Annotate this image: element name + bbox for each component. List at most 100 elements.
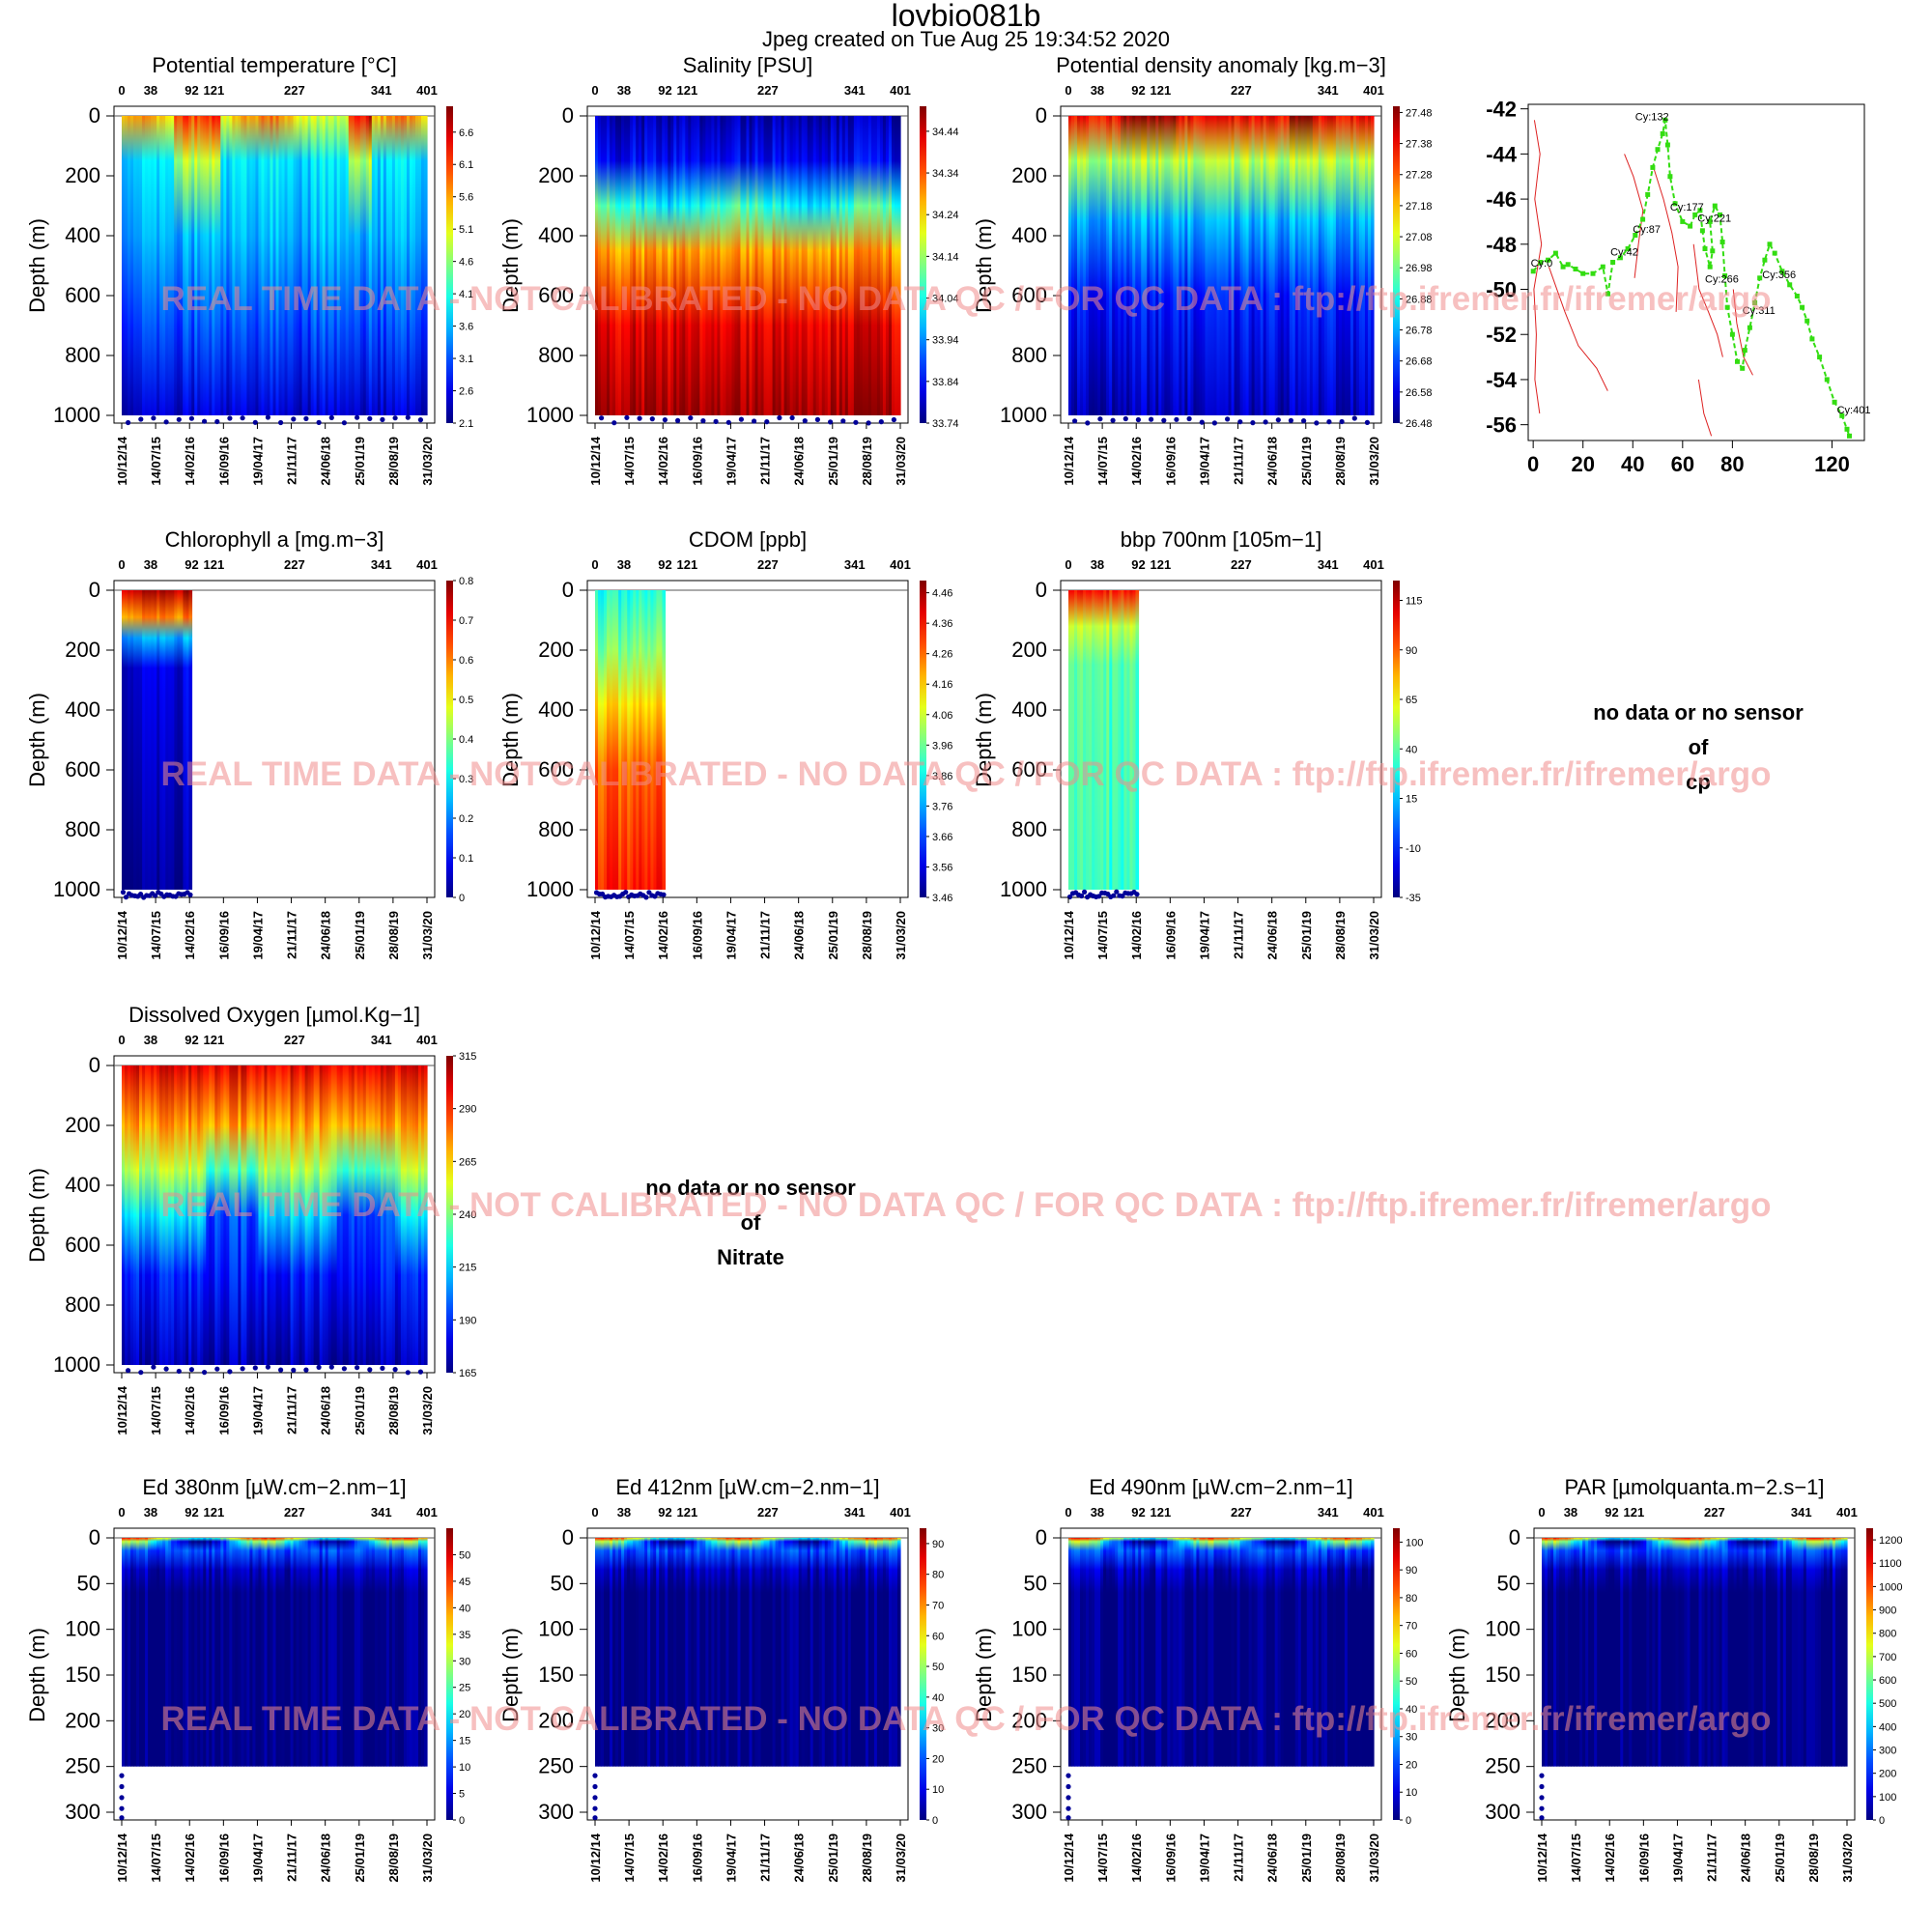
profile-column <box>296 116 300 415</box>
track-point <box>1565 262 1571 268</box>
x-date-tick-label: 14/02/16 <box>183 911 197 960</box>
profile-column <box>1109 116 1113 415</box>
profile-column <box>1742 1538 1747 1767</box>
y-tick-label: 200 <box>538 1708 574 1732</box>
profile-column <box>595 1538 599 1767</box>
profile-column <box>1126 116 1130 415</box>
profile-column <box>810 1538 814 1767</box>
x-date-tick-label: 14/02/16 <box>656 437 670 486</box>
profile-column <box>1121 116 1124 415</box>
profile-column <box>1675 1538 1680 1767</box>
panel-ed490: Ed 490nm [µW.cm−2.nm−1]0 38 92 121 227 341 401… <box>972 1475 1423 1883</box>
profile-column <box>1097 1538 1101 1767</box>
x-date-tick-label: 10/12/14 <box>115 910 129 959</box>
profile-column <box>200 1065 204 1365</box>
y-tick-label: 1000 <box>53 403 100 427</box>
profile-column <box>214 116 218 415</box>
profile-column <box>168 1065 172 1365</box>
profile-column <box>1132 590 1137 890</box>
colorbar-tick-label: -10 <box>1406 843 1421 855</box>
profile-column <box>365 1538 370 1767</box>
cycle-tick-label: 38 <box>144 83 157 98</box>
profile-bottom-dot <box>1122 415 1128 422</box>
profile-column <box>1167 1538 1171 1767</box>
profile-column <box>1274 116 1279 415</box>
profile-column <box>644 1538 648 1767</box>
profile-column <box>420 116 425 415</box>
profile-bottom-dot <box>1065 1783 1071 1790</box>
profile-column <box>261 1065 266 1365</box>
profile-column <box>287 1065 292 1365</box>
colorbar <box>920 581 926 897</box>
profile-column <box>304 1065 309 1365</box>
map-y-tick-label: -46 <box>1486 187 1517 212</box>
profile-column <box>1352 116 1357 415</box>
profile-column <box>1719 1538 1723 1767</box>
colorbar-tick-label: 4.26 <box>932 649 952 661</box>
profile-column <box>255 1538 260 1767</box>
profile-column <box>1634 1538 1638 1767</box>
panel-chla: Chlorophyll a [mg.m−3]0 38 92 121 227 341 4010… <box>25 527 473 960</box>
profile-column <box>1626 1538 1630 1767</box>
profile-column <box>1155 116 1159 415</box>
colorbar-tick-label: 90 <box>932 1539 944 1550</box>
profile-column <box>1574 1538 1577 1767</box>
profile-bottom-dot <box>291 416 297 422</box>
profile-column <box>1335 1538 1340 1767</box>
profile-bottom-dot <box>1314 420 1320 426</box>
profile-column <box>154 1065 157 1365</box>
profile-column <box>333 1065 338 1365</box>
profile-column <box>894 116 898 415</box>
profile-column <box>1309 116 1314 415</box>
profile-column <box>604 116 608 415</box>
profile-column <box>720 1538 724 1767</box>
x-date-tick-label: 25/01/19 <box>826 911 840 960</box>
profile-column <box>1286 116 1291 415</box>
track-point <box>1692 212 1698 217</box>
track-point <box>1718 212 1722 217</box>
profile-column <box>356 1538 361 1767</box>
profile-bottom-dot <box>1065 1815 1071 1821</box>
map-x-tick-label: 60 <box>1671 452 1694 476</box>
profile-column <box>148 116 152 415</box>
colorbar-tick-label: 20 <box>1406 1759 1417 1771</box>
profile-column <box>409 116 413 415</box>
colorbar-tick-label: 26.58 <box>1406 387 1433 399</box>
profile-column <box>339 1538 344 1767</box>
x-date-tick-label: 19/04/17 <box>250 1833 265 1883</box>
profile-column <box>275 1538 280 1767</box>
profile-column <box>128 590 131 890</box>
profile-column <box>330 1538 335 1767</box>
profile-column <box>125 590 128 890</box>
x-date-tick-label: 31/03/20 <box>1367 437 1381 486</box>
profile-column <box>1765 1538 1770 1767</box>
colorbar-tick-label: 50 <box>1406 1676 1417 1688</box>
profile-column <box>891 1538 895 1767</box>
profile-column <box>1352 1538 1357 1767</box>
profile-column <box>1103 590 1107 890</box>
colorbar-tick-label: 15 <box>459 1736 470 1747</box>
profile-column <box>1129 116 1133 415</box>
profile-column <box>1585 1538 1589 1767</box>
profile-column <box>1106 1538 1110 1767</box>
profile-column <box>1121 1538 1124 1767</box>
track-point <box>1655 147 1661 153</box>
profile-column <box>229 1065 233 1365</box>
profile-bottom-dot <box>1096 894 1102 899</box>
x-date-tick-label: 16/09/16 <box>1163 437 1178 486</box>
y-tick-label: 400 <box>538 697 574 722</box>
profile-bottom-dot <box>328 414 334 420</box>
x-date-tick-label: 25/01/19 <box>1773 1833 1787 1883</box>
profile-column <box>293 1538 298 1767</box>
profile-column <box>156 590 160 890</box>
y-tick-label: 250 <box>538 1754 574 1778</box>
profile-column <box>624 1538 628 1767</box>
colorbar-tick-label: 30 <box>932 1723 944 1735</box>
colorbar-tick-label: 300 <box>1879 1746 1896 1757</box>
profile-column <box>1545 1538 1548 1767</box>
profile-column <box>383 1538 387 1767</box>
profile-column <box>1173 1538 1177 1767</box>
y-tick-label: 50 <box>1497 1571 1520 1595</box>
map-frame <box>1527 103 1865 441</box>
profile-column <box>1350 1538 1354 1767</box>
